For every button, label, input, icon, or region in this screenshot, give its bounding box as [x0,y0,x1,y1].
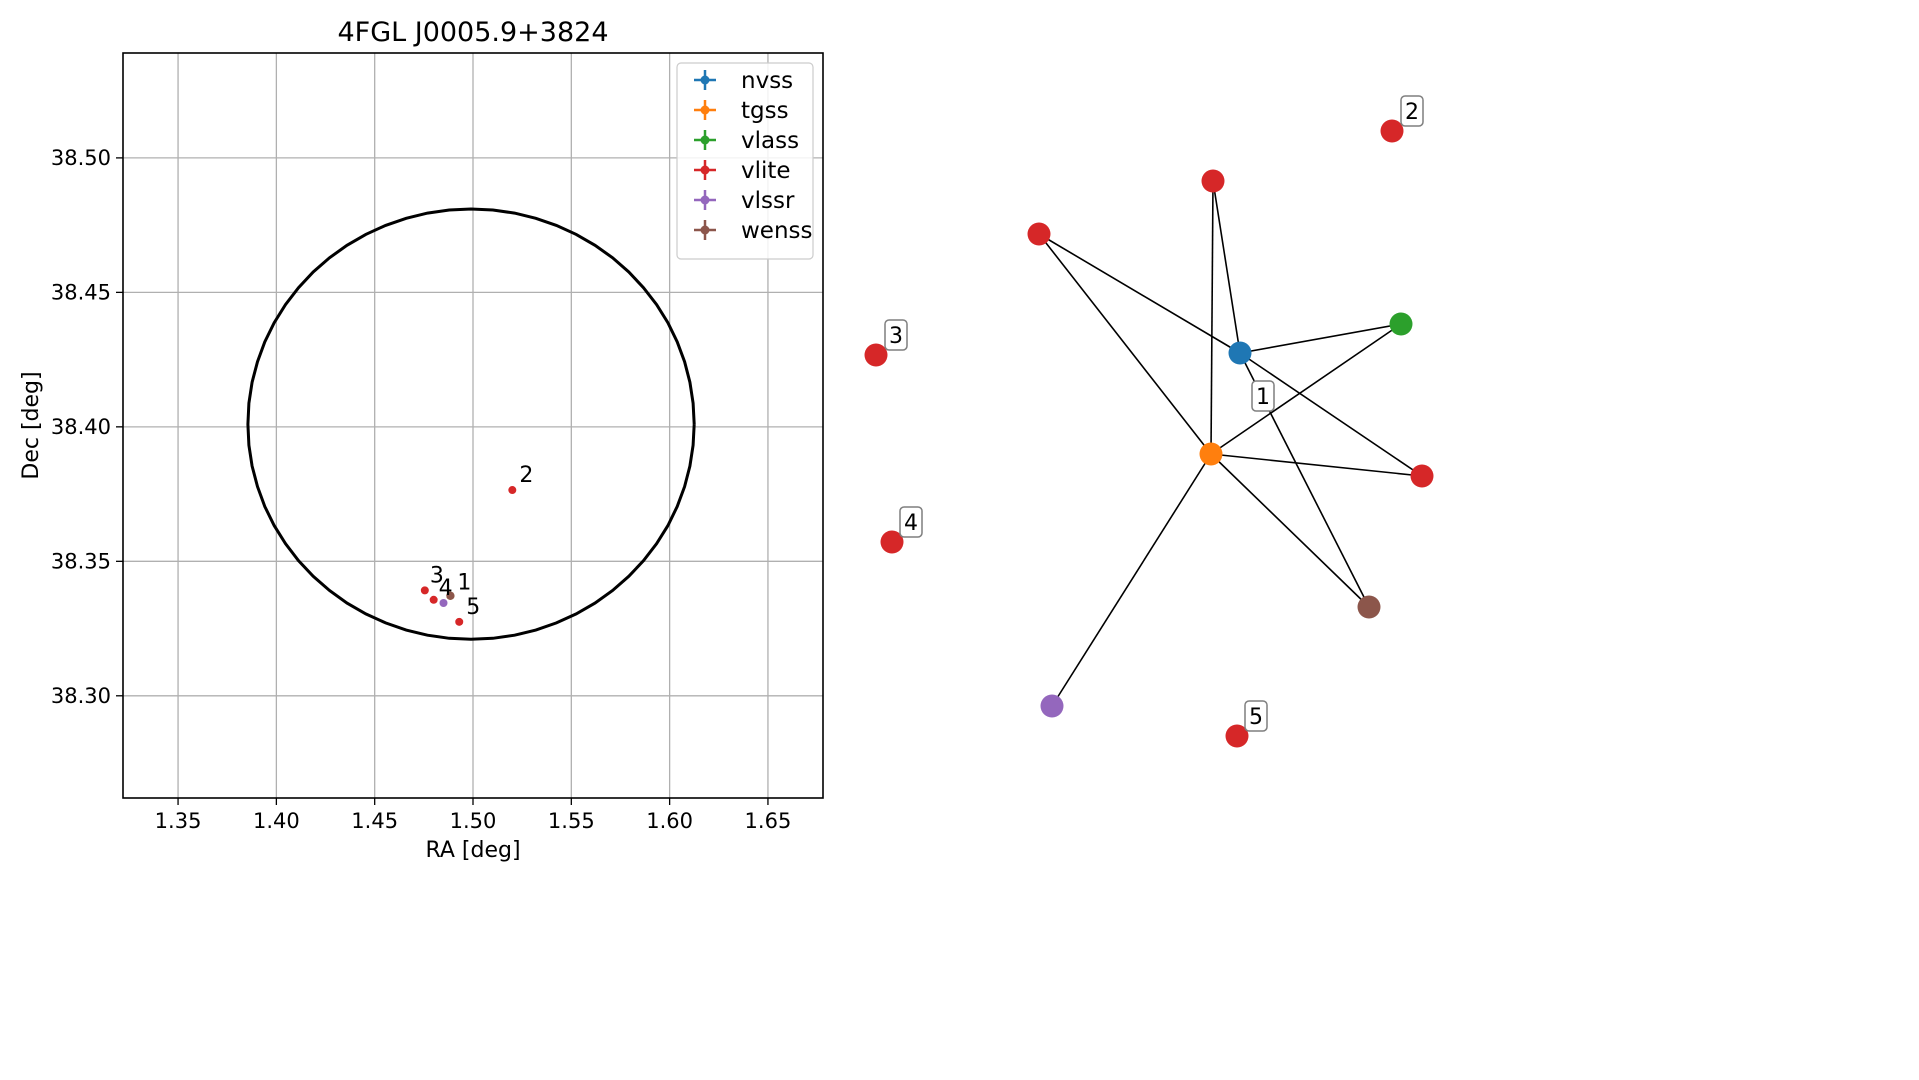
graph-label: 5 [1249,705,1263,730]
point-vlite [508,486,517,495]
graph-node-tgss [1199,442,1223,466]
graph-node-vlite_5 [1225,724,1249,748]
legend-entry-vlssr: vlssr [741,188,795,214]
point-label: 3 [430,563,444,588]
graph-label-box [884,319,908,351]
legend-entry-vlass: vlass [741,128,799,154]
x-tick-label: 1.60 [646,809,693,833]
graph-node-vlite_b [1027,222,1051,246]
graph-edge [1212,180,1241,354]
point-vlite [429,595,438,604]
legend: nvss tgss vlass vlite vlssr wenss [676,62,814,260]
graph-node-vlite_3 [864,343,888,367]
point-label: 4 [439,576,453,601]
graph-label-box [1251,380,1275,412]
graph-label-box [1400,95,1424,127]
y-tick-label: 38.30 [51,684,111,708]
graph-edge [1210,453,1370,608]
legend-entry-nvss: nvss [741,68,793,94]
point-label: 1 [457,571,471,596]
graph-edge [1239,323,1402,354]
legend-entry-wenss: wenss [741,218,813,244]
axis-ticks: 1.35 1.40 1.45 1.50 1.55 1.60 1.65 38.30 38.35 38… [51,146,791,833]
graph-node-vlite_2 [1380,119,1404,143]
graph-edge [1210,323,1402,455]
graph-edge [1038,233,1241,354]
y-tick-label: 38.35 [51,549,111,573]
graph-nodes [864,119,1434,748]
legend-marker-vlite [700,165,710,175]
graph-edge [1038,233,1212,455]
graph-node-vlite_c [1410,464,1434,488]
legend-entry-vlite: vlite [741,158,791,184]
graph-node-vlite_a [1201,169,1225,193]
y-tick-label: 38.50 [51,146,111,170]
graph-edge [1051,453,1212,707]
error-ellipse [246,207,696,641]
legend-box [676,62,814,260]
graph-label-box [899,506,923,538]
legend-marker-tgss [700,105,710,115]
point-vlite [420,586,429,595]
point-label: 2 [519,463,533,488]
graph-label: 1 [1256,385,1270,410]
x-tick-label: 1.55 [548,809,595,833]
graph-node-wenss [1357,595,1381,619]
network-graph-panel: 1 2 3 4 5 [864,95,1434,748]
graph-node-vlssr [1040,694,1064,718]
graph-edge [1210,180,1214,455]
x-tick-label: 1.45 [351,809,398,833]
graph-node-vlite_4 [880,530,904,554]
graph-edges [1038,180,1423,707]
x-tick-label: 1.40 [253,809,300,833]
scatter-plot-panel: 1 2 345 1.35 1.40 1.45 1.50 1.55 1.60 1.65 38.30 3… [19,17,824,863]
graph-label-box [1244,700,1268,732]
x-tick-label: 1.65 [745,809,792,833]
graph-node-vlass [1389,312,1413,336]
legend-entry-tgss: tgss [741,98,789,124]
x-axis-title: RA [deg] [425,838,520,863]
legend-marker-nvss [700,75,710,85]
x-tick-label: 1.50 [450,809,497,833]
plot-title: 4FGL J0005.9+3824 [337,17,608,48]
graph-edge [1239,352,1423,477]
point-wenss [446,591,455,600]
legend-marker-vlssr [700,195,710,205]
y-tick-label: 38.40 [51,415,111,439]
graph-label: 4 [904,511,918,536]
graph-label: 3 [889,324,903,349]
graph-label: 2 [1405,100,1419,125]
legend-marker-wenss [700,225,710,235]
graph-labels: 1 2 3 4 5 [884,95,1424,732]
y-tick-label: 38.45 [51,280,111,304]
grid-lines [123,53,823,798]
point-label: 5 [466,595,480,620]
graph-edge [1210,453,1423,477]
localization-ellipse [246,207,696,641]
point-vlssr [439,599,448,608]
data-points: 1 2 345 [420,463,533,626]
legend-marker-vlass [700,135,710,145]
graph-node-nvss [1228,341,1252,365]
point-vlite [455,617,464,626]
x-tick-label: 1.35 [155,809,202,833]
y-axis-title: Dec [deg] [19,371,44,479]
